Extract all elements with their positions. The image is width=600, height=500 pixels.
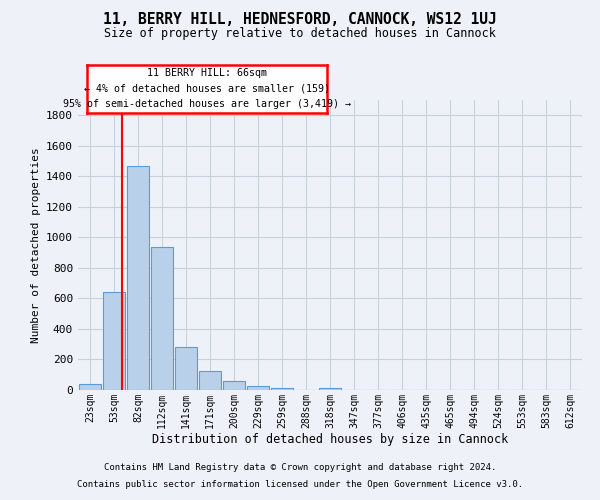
Bar	[319, 388, 341, 390]
Bar	[199, 371, 221, 390]
Text: Contains public sector information licensed under the Open Government Licence v3: Contains public sector information licen…	[77, 480, 523, 489]
Text: Contains HM Land Registry data © Crown copyright and database right 2024.: Contains HM Land Registry data © Crown c…	[104, 464, 496, 472]
Text: 11, BERRY HILL, HEDNESFORD, CANNOCK, WS12 1UJ: 11, BERRY HILL, HEDNESFORD, CANNOCK, WS1…	[103, 12, 497, 28]
Bar	[247, 386, 269, 390]
Text: 11 BERRY HILL: 66sqm
← 4% of detached houses are smaller (159)
95% of semi-detac: 11 BERRY HILL: 66sqm ← 4% of detached ho…	[63, 68, 351, 110]
Text: Distribution of detached houses by size in Cannock: Distribution of detached houses by size …	[152, 432, 508, 446]
Bar	[175, 348, 197, 390]
Bar	[151, 246, 173, 390]
Bar	[127, 166, 149, 390]
Bar	[103, 292, 125, 390]
Y-axis label: Number of detached properties: Number of detached properties	[31, 147, 41, 343]
Bar	[223, 381, 245, 390]
Bar	[79, 384, 101, 390]
Bar	[271, 388, 293, 390]
Text: Size of property relative to detached houses in Cannock: Size of property relative to detached ho…	[104, 28, 496, 40]
